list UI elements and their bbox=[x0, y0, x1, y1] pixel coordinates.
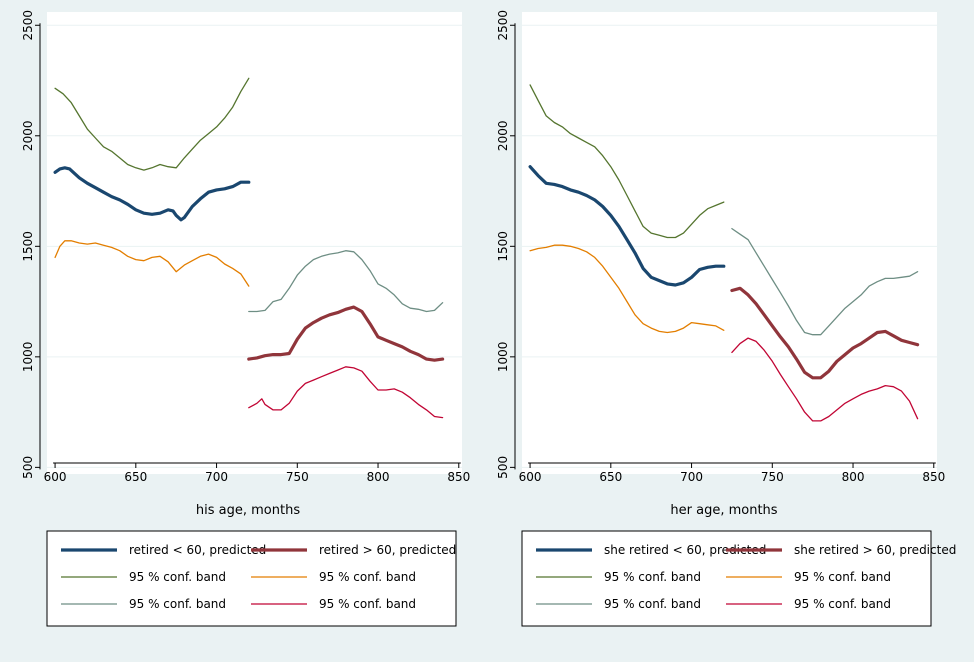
left-series-line-0 bbox=[53, 166, 251, 222]
right-series-line-3 bbox=[730, 286, 920, 380]
right-panel: 500 1000 1500 2000 2500 600 650 700 750 800 850 he… bbox=[496, 10, 956, 627]
left-x-axis-label: his age, months bbox=[196, 503, 300, 518]
left-x-tick-label: 750 bbox=[286, 470, 309, 484]
right-legend-label: 95 % conf. band bbox=[604, 570, 701, 584]
left-legend-label: 95 % conf. band bbox=[129, 570, 226, 584]
left-legend-label: 95 % conf. band bbox=[319, 597, 416, 611]
left-y-tick-label: 2500 bbox=[21, 10, 35, 41]
left-legend-label: retired > 60, predicted bbox=[319, 543, 456, 557]
right-x-tick-label: 800 bbox=[842, 470, 865, 484]
left-x-tick-label: 800 bbox=[367, 470, 390, 484]
right-series-line-2 bbox=[731, 227, 919, 336]
right-legend-label: 95 % conf. band bbox=[794, 570, 891, 584]
left-series-line-2 bbox=[248, 250, 444, 313]
left-axes: 500 1000 1500 2000 2500 600 650 700 750 800 850 bbox=[21, 10, 470, 484]
right-series-line-1 bbox=[529, 84, 725, 239]
right-series-line-4 bbox=[529, 244, 725, 334]
left-legend-label: 95 % conf. band bbox=[319, 570, 416, 584]
left-legend: retired < 60, predicted retired > 60, pre… bbox=[46, 530, 457, 627]
left-series-line-1 bbox=[54, 77, 250, 171]
right-plot-area bbox=[522, 12, 937, 474]
left-y-tick-label: 500 bbox=[21, 456, 35, 479]
right-legend-box bbox=[521, 530, 932, 627]
left-legend-box bbox=[46, 530, 457, 627]
right-y-tick-label: 1500 bbox=[496, 231, 510, 262]
right-series-line-0 bbox=[528, 165, 726, 287]
left-x-tick-label: 600 bbox=[44, 470, 67, 484]
right-x-axis-label: her age, months bbox=[670, 503, 777, 518]
right-x-tick-label: 700 bbox=[680, 470, 703, 484]
right-y-tick-label: 2500 bbox=[496, 10, 510, 41]
right-x-tick-label: 600 bbox=[519, 470, 542, 484]
right-y-tick-label: 2000 bbox=[496, 121, 510, 152]
right-series-line-5 bbox=[731, 337, 919, 422]
right-legend-label: 95 % conf. band bbox=[794, 597, 891, 611]
left-legend-label: retired < 60, predicted bbox=[129, 543, 266, 557]
left-series-line-3 bbox=[247, 305, 445, 362]
left-series-line-4 bbox=[54, 240, 250, 287]
left-y-tick-label: 1000 bbox=[21, 342, 35, 373]
left-y-tick-label: 2000 bbox=[21, 121, 35, 152]
right-legend-label: she retired > 60, predicted bbox=[794, 543, 956, 557]
right-x-tick-label: 650 bbox=[599, 470, 622, 484]
right-legend-label: 95 % conf. band bbox=[604, 597, 701, 611]
left-x-tick-label: 650 bbox=[124, 470, 147, 484]
left-series bbox=[53, 77, 445, 419]
right-y-tick-label: 1000 bbox=[496, 342, 510, 373]
left-legend-label: 95 % conf. band bbox=[129, 597, 226, 611]
right-x-tick-label: 750 bbox=[761, 470, 784, 484]
right-x-tick-label: 850 bbox=[922, 470, 945, 484]
left-x-tick-label: 850 bbox=[447, 470, 470, 484]
right-legend-label: she retired < 60, predicted bbox=[604, 543, 766, 557]
right-series bbox=[528, 84, 920, 422]
right-legend: she retired < 60, predicted she retired >… bbox=[521, 530, 956, 627]
left-plot-area bbox=[47, 12, 462, 474]
right-y-tick-label: 500 bbox=[496, 456, 510, 479]
left-x-tick-label: 700 bbox=[205, 470, 228, 484]
left-series-line-5 bbox=[248, 366, 444, 419]
left-y-tick-label: 1500 bbox=[21, 231, 35, 262]
right-grid bbox=[522, 24, 937, 468]
right-axes: 500 1000 1500 2000 2500 600 650 700 750 800 850 bbox=[496, 10, 945, 484]
left-panel: 500 1000 1500 2000 2500 600 650 700 750 800 850 hi… bbox=[21, 10, 470, 627]
